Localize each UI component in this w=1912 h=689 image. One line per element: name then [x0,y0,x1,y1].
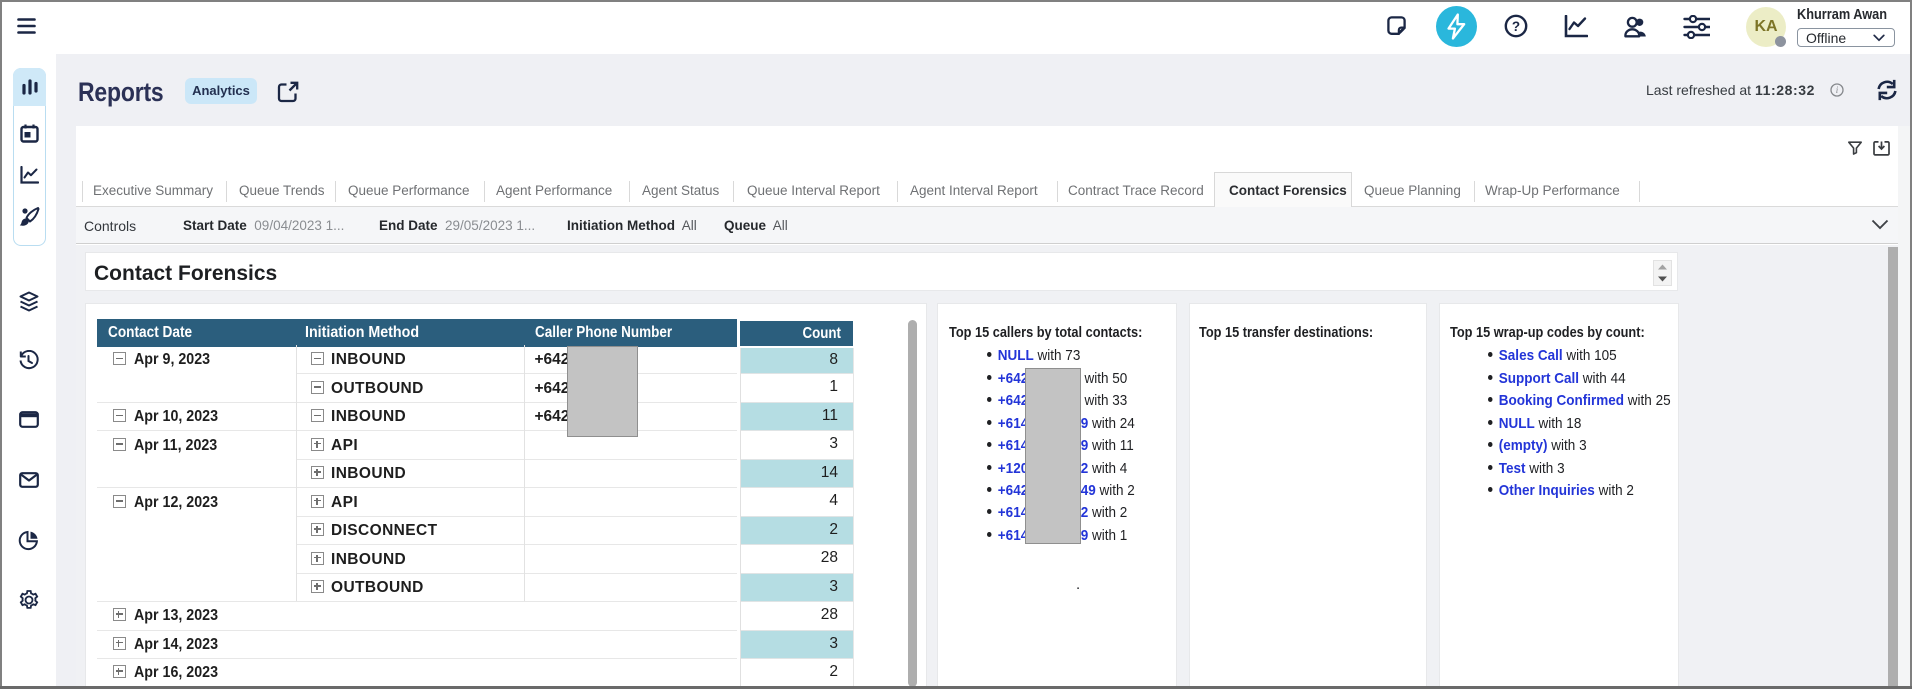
svg-text:i: i [1836,85,1839,95]
svg-text:?: ? [1512,19,1520,34]
